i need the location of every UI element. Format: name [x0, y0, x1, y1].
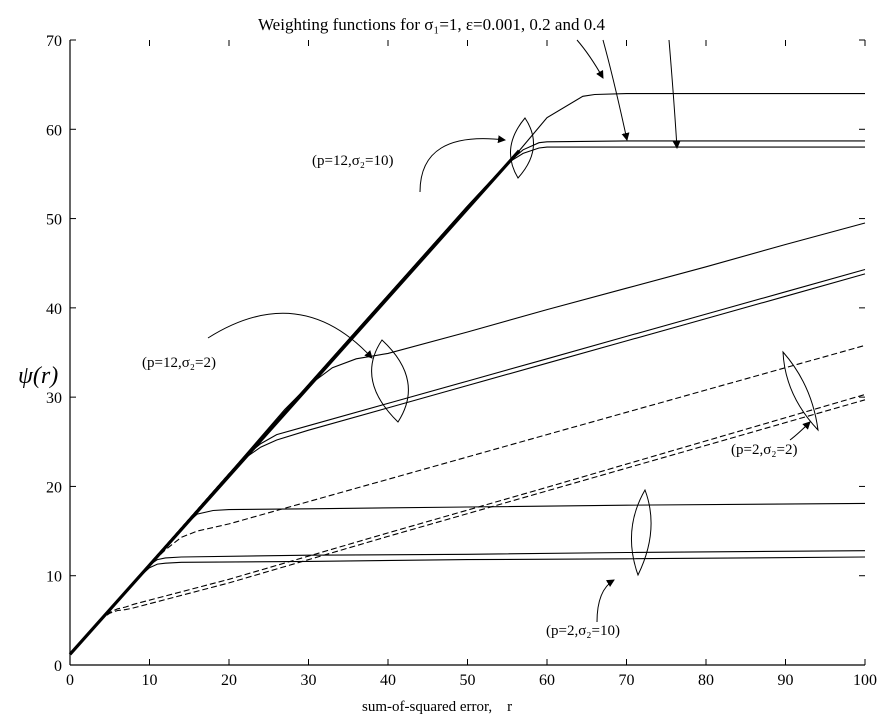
arrow-title-2 [602, 39, 630, 141]
shared-linear-segment [68, 149, 521, 656]
series-line-5 [69, 268, 866, 655]
lens-p2-s10 [630, 488, 652, 577]
arrow-p12-s10 [419, 135, 506, 193]
x-axis-label: sum-of-squared error, r [362, 699, 512, 715]
annotation-label: (p=12,σ₂=2) [142, 355, 216, 371]
annotation-label: (p=12,σ₂=10) [312, 153, 393, 169]
arrow-p12-s2 [207, 312, 373, 359]
lens-p2-s2 [782, 350, 819, 432]
annotation-lenses [371, 117, 819, 577]
series-line-12 [69, 399, 866, 655]
y-tick-label: 60 [46, 122, 62, 139]
x-tick-label: 60 [539, 672, 555, 689]
series-line-3 [69, 146, 865, 655]
series-line-1 [69, 93, 865, 655]
y-tick-label: 0 [54, 658, 62, 675]
x-tick-label: 70 [619, 672, 635, 689]
arrow-title-1 [576, 39, 604, 79]
series-line-9 [69, 556, 866, 655]
annotation-label: (p=2,σ₂=10) [546, 623, 620, 639]
x-tick-label: 40 [380, 672, 396, 689]
y-tick-label: 40 [46, 301, 62, 318]
annotation-label: (p=2,σ₂=2) [731, 442, 797, 458]
x-tick-label: 0 [66, 672, 74, 689]
y-tick-label: 30 [46, 390, 62, 407]
series-line-8 [69, 550, 866, 655]
arrow-p2-s10 [596, 579, 615, 623]
annotation-arrows [207, 39, 811, 623]
x-tick-label: 10 [142, 672, 158, 689]
x-tick-label: 50 [460, 672, 476, 689]
arrow-p2-s2 [789, 421, 811, 441]
tick-labels: 0 10 20 30 40 50 60 70 80 90 100 0 10 20 30 40 50 60 70 [46, 33, 877, 689]
axes [69, 40, 865, 666]
series-line-10 [69, 344, 866, 655]
x-tick-label: 100 [853, 672, 877, 689]
x-tick-label: 90 [778, 672, 794, 689]
y-tick-label: 70 [46, 33, 62, 50]
y-tick-label: 10 [46, 569, 62, 586]
series-lines [69, 93, 866, 655]
arrow-title-3 [668, 39, 681, 149]
series-line-2 [69, 140, 865, 655]
y-tick-label: 20 [46, 479, 62, 496]
y-axis-label: ψ(r) [18, 363, 58, 389]
lens-p12-s2 [371, 339, 409, 423]
x-tick-label: 80 [698, 672, 714, 689]
lens-p12-s10 [509, 117, 534, 179]
y-tick-label: 50 [46, 212, 62, 229]
series-line-11 [69, 393, 866, 655]
x-tick-label: 30 [301, 672, 317, 689]
series-line-7 [69, 502, 866, 655]
chart-title: Weighting functions for σ₁=1, ε=0.001, 0… [258, 15, 605, 34]
x-tick-label: 20 [221, 672, 237, 689]
ticks [69, 39, 866, 666]
series-line-6 [69, 273, 866, 655]
